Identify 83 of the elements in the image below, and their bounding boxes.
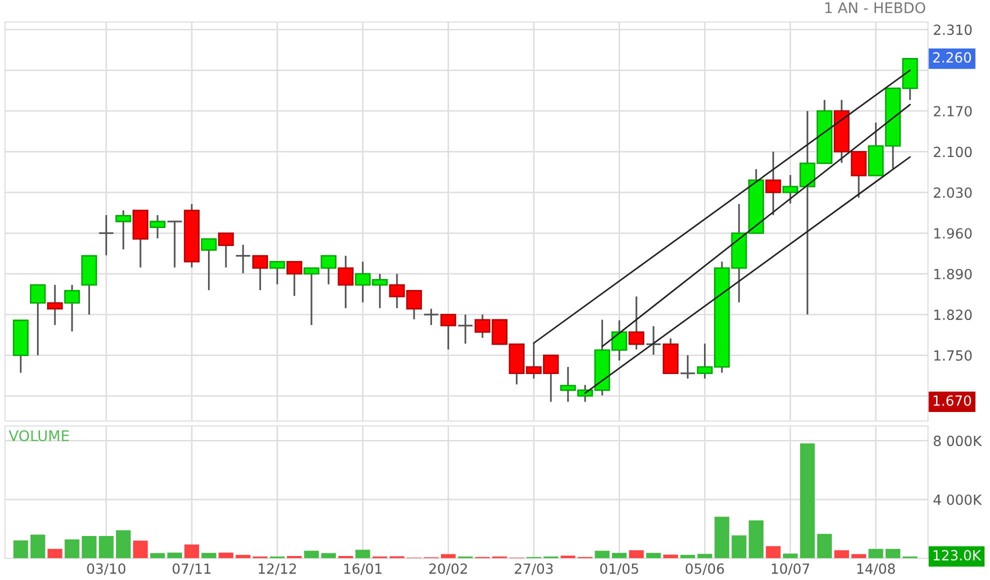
bar xyxy=(594,550,610,558)
bar xyxy=(184,544,200,558)
y-tick-label: 1.750 xyxy=(934,350,972,361)
candlestick xyxy=(150,214,166,240)
bar xyxy=(834,550,849,558)
bar xyxy=(64,539,80,558)
y-tick-label: 1.960 xyxy=(934,228,972,239)
x-tick-label: 16/01 xyxy=(344,563,382,576)
candlestick xyxy=(235,244,252,274)
candlestick xyxy=(440,314,456,350)
text: 2.260 xyxy=(933,52,972,63)
bar xyxy=(663,554,678,558)
candlestick xyxy=(269,260,286,286)
x-tick-label: 03/10 xyxy=(87,563,126,576)
bar xyxy=(150,553,165,558)
text: 1.670 xyxy=(934,395,972,406)
bar xyxy=(13,540,28,558)
bar xyxy=(48,548,62,558)
bar xyxy=(817,534,832,558)
bar xyxy=(714,516,730,558)
text: 123.0K xyxy=(934,550,982,561)
x-tick-label: 01/05 xyxy=(600,563,638,576)
bar xyxy=(697,554,712,558)
bar xyxy=(612,552,627,558)
bar xyxy=(98,536,114,558)
candlestick xyxy=(850,150,867,198)
candlestick xyxy=(338,254,354,309)
candlestick xyxy=(628,296,644,350)
y-tick-label: 1.890 xyxy=(934,268,972,280)
y-tick-label: 2.030 xyxy=(934,187,972,198)
candlestick xyxy=(47,284,63,326)
candlestick xyxy=(166,220,183,268)
y-tick-label: 2.310 xyxy=(934,24,972,36)
bar xyxy=(440,554,456,558)
bar xyxy=(355,550,370,558)
x-tick-label: 20/02 xyxy=(429,563,467,576)
candlestick xyxy=(98,214,114,256)
bar xyxy=(851,554,866,558)
y-tick-label: 4 000K xyxy=(934,494,982,505)
y-tick-label: 8 000K xyxy=(934,436,982,446)
bar xyxy=(218,552,234,558)
candlestick xyxy=(64,284,80,332)
bar xyxy=(646,552,661,558)
bar xyxy=(868,548,884,558)
bar xyxy=(202,552,216,558)
bar xyxy=(748,520,764,558)
y-tick-label: 2.170 xyxy=(934,106,972,116)
x-tick-label: 14/08 xyxy=(857,563,895,576)
chart-subtitle: 1 AN - HEBDO xyxy=(825,2,926,14)
y-tick-label: 1.820 xyxy=(934,310,972,320)
candlestick xyxy=(765,150,782,216)
chart-title: VOLUME xyxy=(8,430,69,442)
bar xyxy=(766,546,781,558)
bar xyxy=(133,540,148,558)
candlestick xyxy=(457,314,474,344)
bar xyxy=(30,534,46,558)
candlestick xyxy=(115,210,132,250)
bar xyxy=(732,535,746,558)
x-tick-label: 12/12 xyxy=(258,563,296,576)
x-tick-label: 07/11 xyxy=(172,563,210,576)
bar xyxy=(236,554,250,558)
candlestick xyxy=(200,238,217,291)
candlestick xyxy=(645,325,662,356)
bar xyxy=(167,552,182,558)
x-tick-label: 27/03 xyxy=(514,563,553,576)
candlestick xyxy=(252,254,268,291)
candlestick xyxy=(680,354,696,380)
bar xyxy=(321,553,336,558)
candlestick xyxy=(30,284,46,356)
y-tick-label: 2.100 xyxy=(934,146,972,158)
bar xyxy=(800,443,815,558)
candlestick xyxy=(218,232,234,268)
bar xyxy=(886,548,900,558)
bar xyxy=(116,530,131,558)
x-tick-label: 05/06 xyxy=(686,563,724,576)
bar xyxy=(304,550,319,558)
x-tick-label: 10/07 xyxy=(772,563,810,576)
bar xyxy=(82,536,96,558)
bar xyxy=(782,554,798,558)
bar xyxy=(560,556,576,558)
bar xyxy=(629,550,644,558)
candlestick xyxy=(423,308,440,326)
candlestick xyxy=(286,260,302,297)
